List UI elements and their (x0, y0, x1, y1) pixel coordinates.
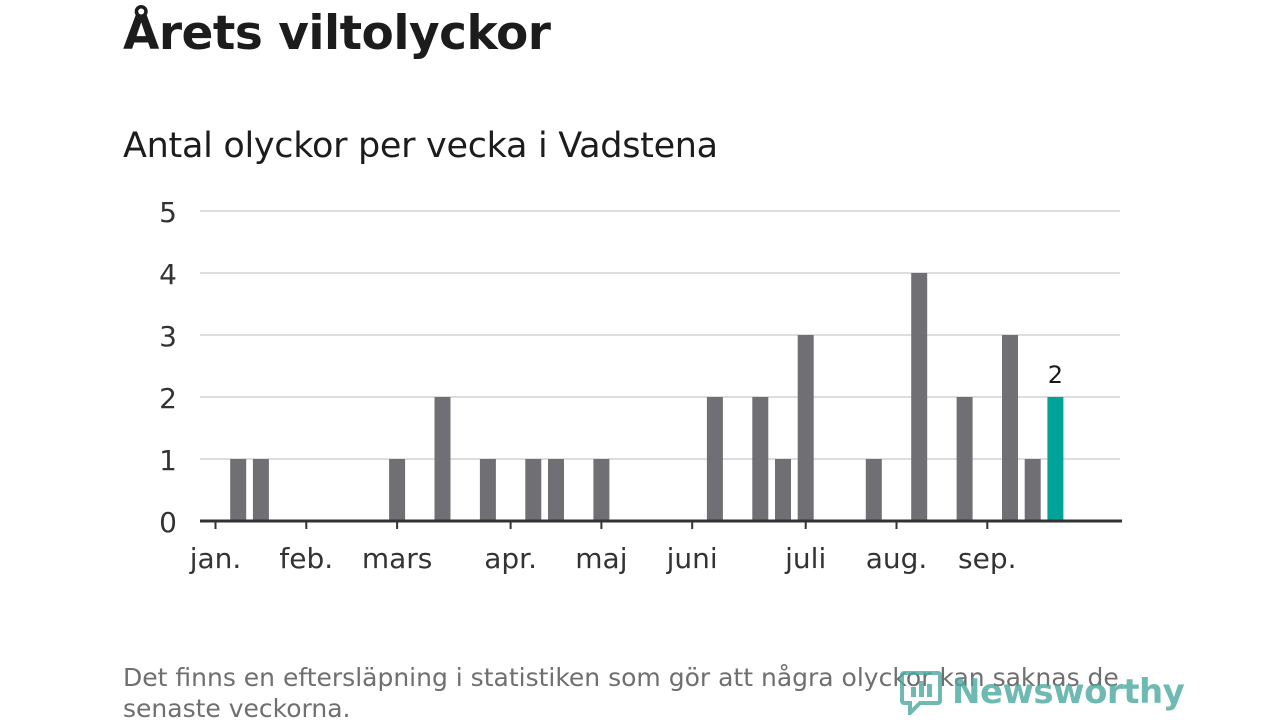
x-tick-label: juli (784, 542, 826, 575)
y-tick-label: 1 (159, 444, 177, 477)
y-tick-label: 5 (159, 196, 177, 229)
bar (230, 459, 247, 521)
x-tick-label: aug. (866, 542, 928, 575)
chart-title: Årets viltolyckor (123, 6, 551, 61)
bar (956, 397, 973, 521)
x-tick-label: maj (575, 542, 627, 575)
data-label: 2 (1048, 361, 1063, 389)
bar (1002, 335, 1018, 521)
bar (752, 397, 769, 521)
x-tick-label: mars (362, 542, 433, 575)
newsworthy-logo: Newsworthy (900, 668, 1185, 716)
bar (775, 459, 791, 521)
y-tick-label: 3 (159, 320, 177, 353)
bar (797, 335, 814, 521)
x-tick-label: juni (666, 542, 718, 575)
newsworthy-logo-text: Newsworthy (952, 672, 1185, 712)
bar (593, 459, 610, 521)
bar (911, 273, 928, 521)
bar (525, 459, 542, 521)
bar (389, 459, 406, 521)
x-tick-label: apr. (484, 542, 537, 575)
bar (479, 459, 496, 521)
x-tick-label: jan. (189, 542, 242, 575)
bar (548, 459, 564, 521)
highlighted-bar (1047, 397, 1064, 521)
bar (706, 397, 723, 521)
newsworthy-logo-icon (900, 671, 942, 715)
bar (1024, 459, 1041, 521)
y-tick-label: 2 (159, 382, 177, 415)
footnote: Det finns en eftersläpning i statistiken… (123, 663, 1119, 723)
y-tick-label: 0 (159, 506, 177, 539)
chart-subtitle: Antal olyckor per vecka i Vadstena (123, 126, 718, 166)
bar (865, 459, 882, 521)
x-tick-label: sep. (958, 542, 1017, 575)
x-tick-label: feb. (279, 542, 333, 575)
y-tick-label: 4 (159, 258, 177, 291)
bar (434, 397, 451, 521)
bar (252, 459, 269, 521)
